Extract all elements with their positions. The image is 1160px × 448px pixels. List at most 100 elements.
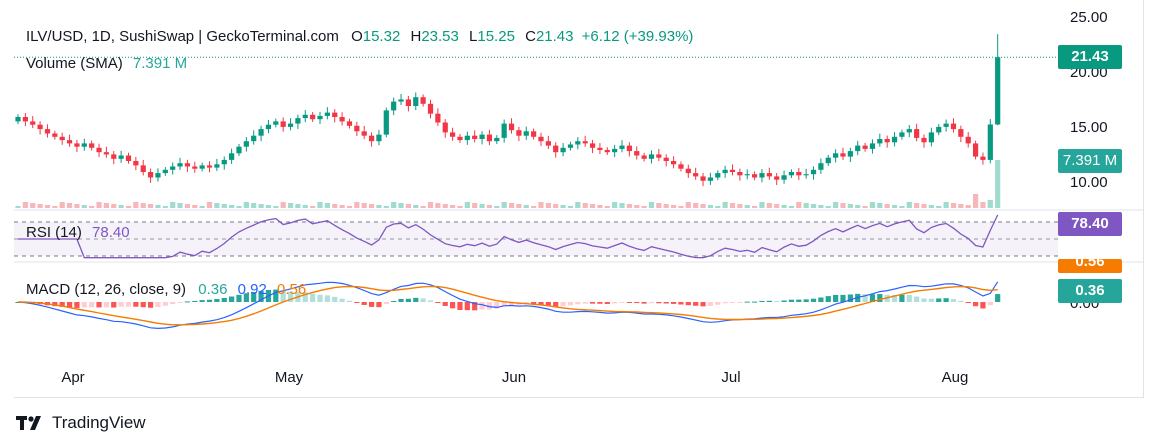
- volume-bar: [950, 203, 957, 208]
- volume-bar: [22, 202, 28, 208]
- volume-bar: [133, 202, 139, 208]
- tradingview-brand[interactable]: TradingView: [16, 412, 146, 434]
- volume-bar: [479, 204, 485, 208]
- candle-body: [251, 135, 257, 142]
- candle-body: [479, 134, 485, 139]
- volume-bar: [236, 206, 242, 208]
- volume-bar: [206, 202, 213, 208]
- volume-bar: [427, 202, 434, 208]
- volume-bar: [869, 202, 876, 208]
- volume-bar: [855, 205, 861, 208]
- macd-histogram-bar: [376, 302, 382, 308]
- macd-histogram-bar: [449, 302, 456, 309]
- candle-body: [464, 135, 470, 141]
- candle-body: [89, 143, 95, 148]
- price-tick-25: 25.00: [1070, 9, 1108, 26]
- volume-legend: Volume (SMA) 7.391 M: [26, 55, 187, 72]
- candle-body: [332, 112, 338, 117]
- volume-bar: [862, 206, 868, 208]
- candle-body: [766, 173, 772, 177]
- candle-body: [52, 133, 58, 137]
- volume-bar: [339, 205, 345, 208]
- volume-bar: [44, 205, 51, 208]
- macd-histogram-bar: [405, 298, 411, 302]
- volume-bar: [310, 206, 316, 208]
- macd-histogram-bar: [891, 294, 898, 302]
- candle-body: [634, 151, 640, 156]
- macd-histogram-bar: [567, 302, 574, 306]
- volume-bar: [472, 203, 478, 208]
- macd-histogram-bar: [317, 294, 323, 302]
- volume-bar: [317, 202, 323, 208]
- macd-histogram-bar: [531, 302, 537, 305]
- volume-bar: [59, 202, 65, 208]
- candle-body: [516, 130, 522, 136]
- candle-body: [737, 172, 743, 176]
- candle-body: [906, 129, 912, 133]
- candle-body: [597, 147, 603, 150]
- volume-bar: [494, 206, 500, 208]
- volume-bar: [722, 202, 728, 208]
- volume-bar: [332, 204, 338, 208]
- candle-body: [818, 163, 824, 170]
- macd-histogram-bar: [494, 302, 500, 309]
- candle-body: [670, 161, 677, 165]
- volume-bar: [663, 204, 669, 208]
- macd-histogram-bar: [486, 302, 493, 310]
- macd-histogram-bar: [707, 302, 714, 306]
- volume-bar: [508, 203, 515, 208]
- macd-histogram-bar: [597, 302, 603, 304]
- volume-bar: [89, 206, 95, 208]
- volume-bar: [162, 206, 168, 208]
- macd-histogram-bar: [391, 300, 397, 302]
- macd-histogram-bar: [442, 302, 448, 306]
- volume-bar: [229, 205, 235, 208]
- candle-body: [66, 140, 73, 144]
- macd-histogram-bar: [810, 298, 817, 302]
- candle-body: [531, 131, 537, 137]
- candle-body: [37, 124, 43, 130]
- candle-body: [486, 134, 493, 142]
- macd-histogram-bar: [899, 294, 905, 302]
- symbol-title: ILV/USD, 1D, SushiSwap | GeckoTerminal.c…: [26, 28, 339, 45]
- macd-histogram-bar: [766, 300, 772, 302]
- macd-histogram-bar: [553, 302, 559, 307]
- volume-bar: [155, 205, 161, 208]
- macd-histogram-bar: [125, 302, 132, 307]
- candle-body: [980, 156, 986, 160]
- macd-histogram-bar: [501, 302, 507, 307]
- macd-histogram-bar: [243, 293, 249, 302]
- candle-body: [840, 153, 846, 157]
- candle-body: [855, 145, 861, 152]
- macd-histogram-bar: [280, 290, 286, 302]
- macd-histogram-bar: [464, 302, 470, 311]
- candle-body: [685, 168, 691, 174]
- volume-bar: [273, 206, 279, 208]
- chart-canvas[interactable]: [0, 0, 1160, 400]
- volume-bar: [972, 194, 979, 208]
- macd-histogram-bar: [162, 302, 168, 306]
- volume-bar: [96, 202, 102, 208]
- macd-histogram-bar: [825, 296, 831, 302]
- macd-histogram-bar: [995, 294, 1001, 302]
- candle-body: [921, 137, 927, 143]
- candle-body: [693, 173, 699, 177]
- macd-histogram-bar: [788, 299, 795, 302]
- candle-body: [376, 134, 382, 142]
- volume-bar: [656, 203, 662, 208]
- candle-body: [545, 141, 551, 146]
- volume-bar: [66, 203, 73, 208]
- macd-histogram-bar: [744, 301, 750, 303]
- volume-bar: [214, 203, 220, 208]
- candle-body: [884, 139, 890, 143]
- volume-bar: [752, 206, 758, 208]
- volume-bar: [302, 205, 308, 208]
- volume-bar: [243, 202, 249, 208]
- macd-signal-line: [17, 285, 998, 326]
- candle-body: [612, 148, 618, 153]
- volume-bar: [670, 205, 677, 208]
- candle-body: [287, 123, 294, 127]
- month-may: May: [274, 369, 304, 386]
- rsi-legend: RSI (14) 78.40: [26, 224, 130, 241]
- candle-body: [648, 154, 655, 159]
